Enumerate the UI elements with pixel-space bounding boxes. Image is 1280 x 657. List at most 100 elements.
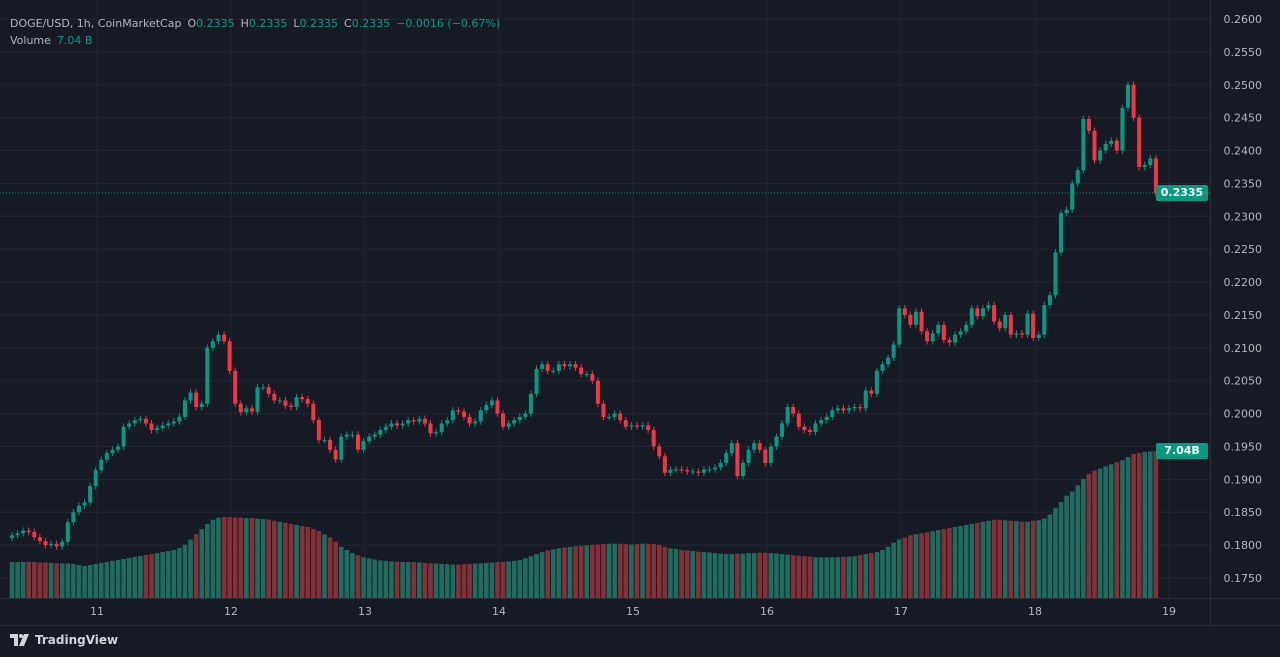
volume-bar — [221, 516, 227, 598]
volume-bar — [456, 564, 461, 598]
symbol-title[interactable]: DOGE/USD, 1h, CoinMarketCap — [10, 17, 182, 30]
candle-body — [880, 364, 885, 371]
volume-bar — [98, 562, 104, 598]
candle — [847, 405, 851, 414]
volume-bar — [712, 553, 718, 598]
candle-body — [696, 471, 701, 473]
volume-bar — [567, 546, 573, 598]
candle-body — [461, 411, 466, 417]
volume-bar — [562, 547, 567, 598]
candle-body — [640, 425, 645, 427]
candle — [389, 420, 394, 431]
volume-bar — [76, 565, 82, 598]
candle-body — [835, 408, 840, 411]
candle-body — [194, 392, 199, 408]
candle — [367, 433, 372, 445]
candle-body — [478, 410, 483, 422]
candle-body — [847, 408, 851, 411]
candle-body — [15, 533, 20, 536]
candle-body — [367, 436, 372, 442]
volume-bar — [718, 553, 723, 598]
volume-bar — [65, 563, 71, 598]
volume-bar — [690, 551, 696, 598]
candle-body — [858, 407, 863, 409]
candle-body — [1114, 140, 1119, 151]
candle-body — [724, 453, 729, 463]
volume-bar — [1125, 457, 1131, 598]
candle-body — [980, 308, 985, 317]
candle-body — [947, 339, 952, 343]
candle-body — [138, 418, 143, 421]
volume-bar — [1081, 478, 1086, 598]
candle — [986, 301, 991, 312]
candle-body — [26, 530, 31, 532]
volume-bar — [963, 524, 969, 598]
candle-body — [93, 470, 98, 486]
volume-label[interactable]: Volume — [10, 34, 51, 47]
candle-body — [300, 397, 305, 400]
candle — [897, 305, 902, 348]
volume-bar — [171, 549, 177, 598]
candle — [478, 407, 483, 425]
candle — [501, 410, 506, 431]
volume-bar — [71, 563, 76, 598]
volume-bar — [266, 519, 271, 598]
candle — [668, 466, 673, 477]
candle-body — [913, 311, 918, 325]
volume-bar — [1086, 473, 1092, 598]
price-tick-label: 0.2000 — [1224, 408, 1263, 421]
volume-bar — [154, 553, 160, 598]
volume-bar — [952, 527, 958, 598]
volume-bar — [729, 554, 735, 598]
volume-bars — [9, 451, 1159, 598]
candle — [573, 360, 578, 371]
candle — [489, 397, 494, 409]
candle-body — [210, 341, 215, 348]
candle — [93, 466, 98, 490]
volume-bar — [216, 517, 221, 598]
volume-bar — [573, 546, 578, 598]
candle — [551, 367, 556, 375]
candle-body — [149, 423, 154, 431]
candle-body — [780, 423, 785, 437]
volume-bar — [1108, 464, 1114, 598]
candle — [1103, 140, 1108, 154]
candle — [300, 393, 305, 403]
candle-body — [43, 541, 48, 546]
volume-bar — [818, 557, 824, 598]
candle — [1075, 166, 1080, 187]
volume-row: Volume 7.04 B — [10, 32, 500, 49]
time-tick-label: 18 — [1028, 605, 1042, 618]
candle — [400, 420, 405, 429]
time-tick-label: 11 — [90, 605, 104, 618]
candle — [177, 413, 182, 425]
candle — [701, 466, 706, 477]
volume-bar — [305, 527, 311, 598]
candle — [735, 439, 740, 480]
candle-body — [155, 428, 160, 431]
candle-body — [830, 410, 835, 417]
candle-body — [71, 512, 76, 523]
volume-bar — [484, 562, 489, 598]
candle-body — [707, 469, 712, 471]
volume-bar — [550, 549, 556, 598]
candle — [417, 415, 422, 425]
candle-body — [227, 341, 232, 371]
volume-bar — [322, 534, 327, 598]
tradingview-brand[interactable]: TradingView — [10, 633, 118, 647]
candle — [763, 446, 768, 467]
volume-bar — [606, 543, 612, 598]
candle — [941, 321, 946, 344]
volume-bar — [656, 544, 662, 598]
time-axis[interactable]: 11 12 13 14 15 16 17 18 19 — [90, 605, 1176, 618]
volume-bar — [417, 562, 422, 598]
low-label: L — [293, 17, 300, 30]
candle-body — [534, 368, 539, 394]
candle — [1086, 115, 1091, 135]
candle — [802, 423, 807, 434]
candle-body — [60, 541, 65, 547]
price-tick-label: 0.1800 — [1224, 539, 1263, 552]
price-axis[interactable]: 0.2600 0.2550 0.2500 0.2450 0.2400 0.2350 0.23… — [1224, 13, 1263, 585]
candle — [646, 422, 651, 434]
